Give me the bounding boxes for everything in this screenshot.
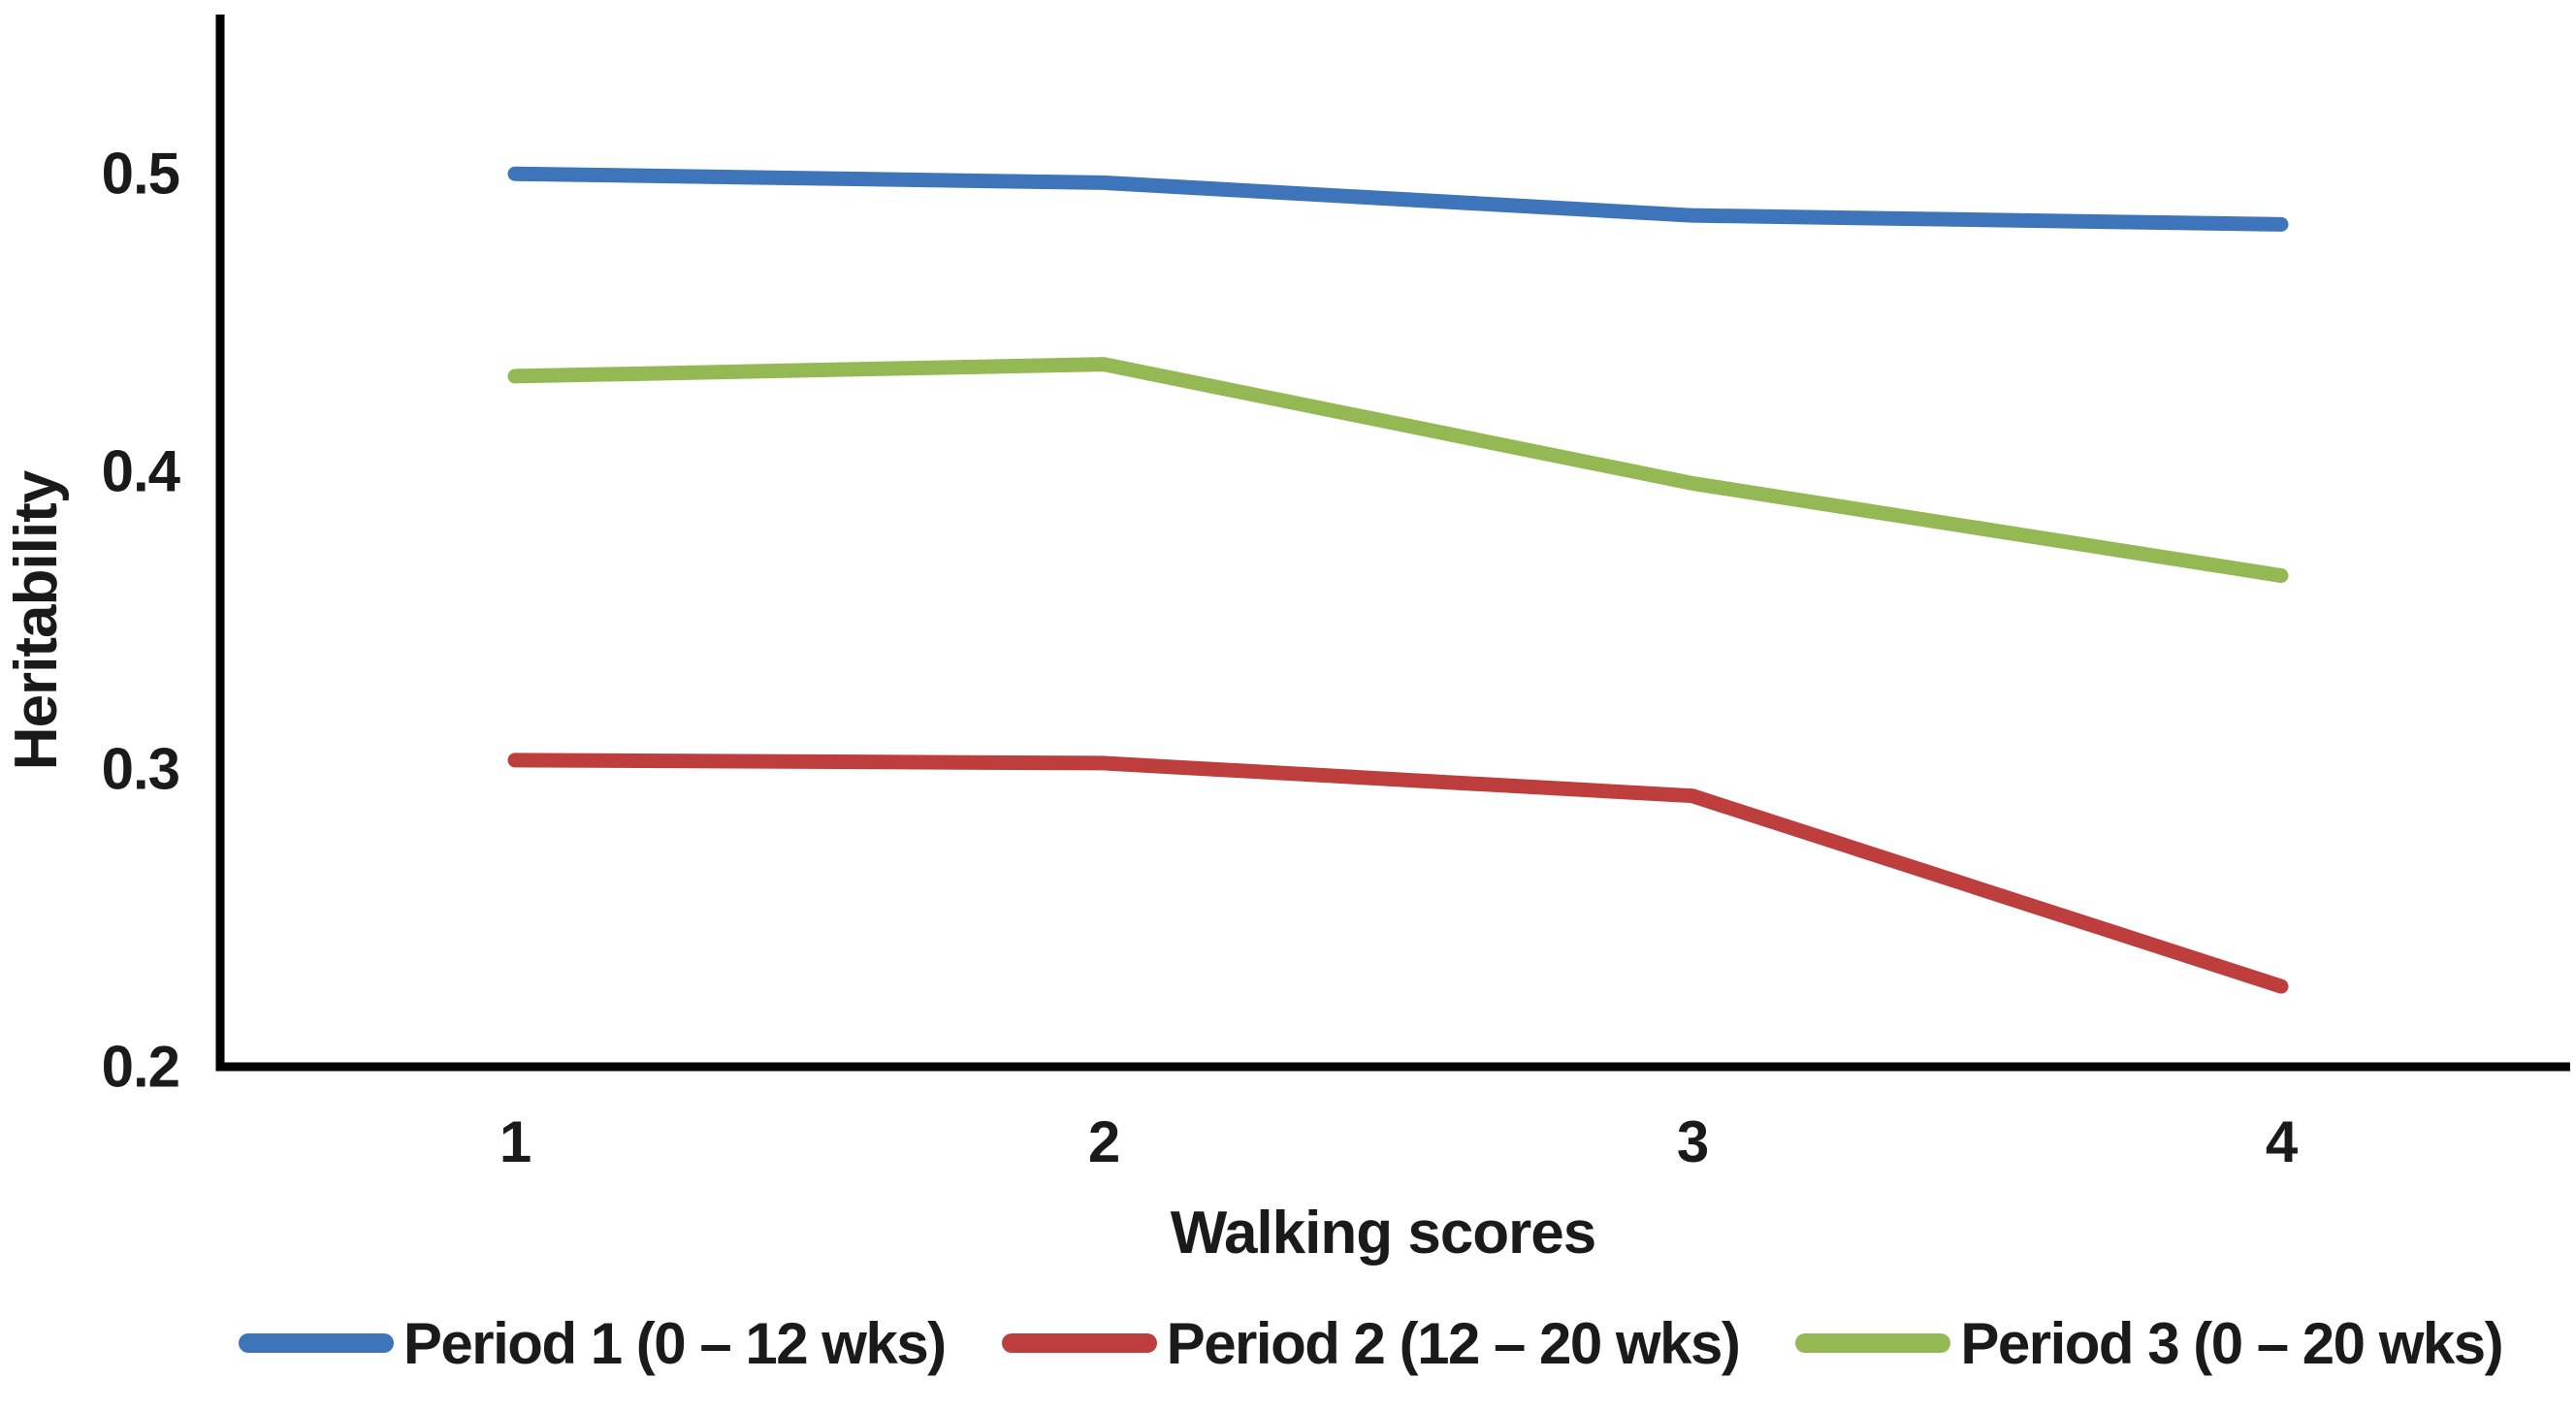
series-line — [507, 166, 2289, 232]
legend-line-swatch — [238, 1333, 394, 1353]
x-tick-label: 3 — [1677, 1109, 1708, 1174]
series-line — [507, 753, 2289, 994]
legend-line-swatch — [1001, 1333, 1157, 1353]
legend-line-swatch — [1795, 1333, 1951, 1353]
y-axis-tick-labels: 0.2 0.3 0.4 0.5 — [102, 142, 182, 1100]
legend-label: Period 3 (0 – 20 wks) — [1960, 1310, 2503, 1376]
x-tick-label: 2 — [1088, 1109, 1119, 1174]
legend-item: Period 2 (12 – 20 wks) — [1001, 1310, 1741, 1377]
x-tick-label: 1 — [499, 1109, 531, 1174]
legend-item: Period 3 (0 – 20 wks) — [1795, 1310, 2504, 1377]
y-tick-label: 0.4 — [102, 439, 181, 504]
chart-legend: Period 1 (0 – 12 wks) Period 2 (12 – 20 w… — [0, 1290, 2576, 1396]
x-axis-title: Walking scores — [1171, 1200, 1596, 1267]
y-tick-label: 0.5 — [102, 142, 179, 207]
axes — [215, 15, 2570, 1072]
legend-label: Period 1 (0 – 12 wks) — [402, 1310, 947, 1376]
x-axis-tick-labels: 1 2 3 4 — [499, 1109, 2300, 1174]
series-line — [507, 357, 2289, 584]
legend-item: Period 1 (0 – 12 wks) — [238, 1310, 947, 1377]
data-series-lines — [507, 166, 2289, 994]
legend-label: Period 2 (12 – 20 wks) — [1166, 1310, 1741, 1376]
x-tick-label: 4 — [2266, 1109, 2299, 1174]
y-tick-label: 0.2 — [102, 1035, 179, 1100]
y-axis-title: Heritability — [3, 469, 70, 770]
y-tick-label: 0.3 — [102, 737, 179, 802]
